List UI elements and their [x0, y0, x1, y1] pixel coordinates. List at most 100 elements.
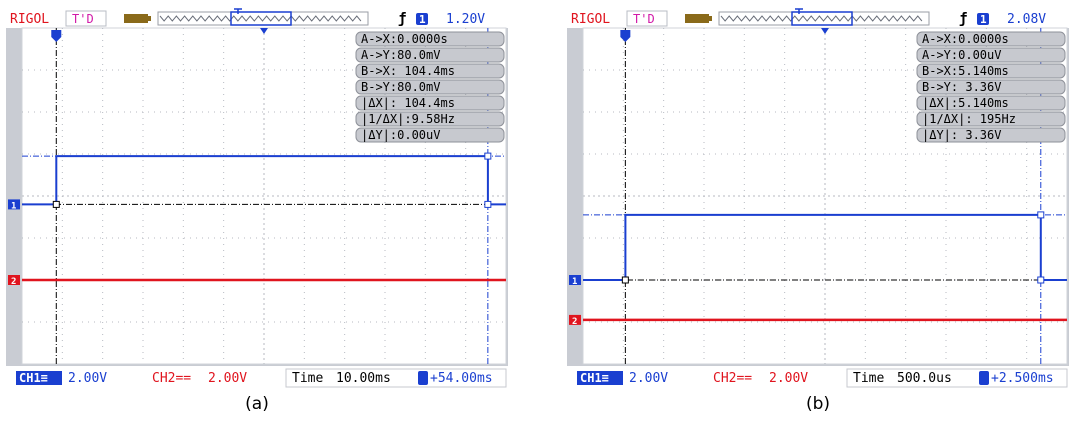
time-label: Time: [853, 371, 884, 386]
ch2-tag: CH2==: [152, 371, 191, 386]
trigger-readout-bg: [933, 10, 1067, 26]
cursor-readout-text: |1/ΔX|:9.58Hz: [361, 112, 455, 126]
cursor-readout-text: A->X:0.0000s: [922, 32, 1009, 46]
ch2-level-number: 2: [11, 277, 16, 287]
ch2-level-number: 2: [572, 317, 577, 327]
status-box: [65, 10, 107, 27]
ch2-level-marker: [569, 314, 581, 325]
cursor-readout-box: [355, 79, 505, 95]
status-box: [626, 10, 668, 27]
cursor-readout-box: [916, 63, 1066, 79]
ch2-scale: 2.00V: [769, 371, 808, 386]
time-scale: 500.0us: [897, 371, 952, 386]
trigger-channel-badge: [416, 13, 428, 25]
cursor-readout-text: |ΔY|: 3.36V: [922, 128, 1001, 142]
cursor-readout-box: [916, 95, 1066, 111]
cursor-readout-text: |ΔX|:5.140ms: [922, 96, 1009, 110]
panel-label-a: (a): [245, 394, 269, 414]
ch1-tag: CH1≡: [19, 371, 48, 385]
cursor-readout-box: [355, 95, 505, 111]
memory-viewport: [230, 11, 292, 26]
memory-viewport: [791, 11, 853, 26]
cursor-readout-text: B->Y: 3.36V: [922, 80, 1001, 94]
cursor-b-marker: [484, 200, 492, 208]
ch1-tag-bg: [577, 371, 623, 385]
trigger-edge-icon: ƒ: [959, 11, 967, 27]
timebase-box: [846, 368, 1068, 388]
trigger-channel-number: 1: [980, 13, 987, 26]
trigger-channel-number: 1: [419, 13, 426, 26]
ch1-level-marker: [8, 199, 20, 210]
cursor-b-marker: [1037, 276, 1045, 284]
ch2-level-marker: [8, 275, 20, 285]
trigger-pos-t-icon: [234, 8, 242, 14]
oscilloscope-screen-b: RIGOL T'D ƒ 1 2.08V 1 2 A->X:0.0000s A->Y:0.00uV…: [567, 8, 1069, 390]
cursor-readout-box: [355, 63, 505, 79]
time-label: Time: [292, 371, 323, 386]
timebase-box: [285, 368, 507, 388]
cursor-readout-box: [355, 127, 505, 143]
trigger-level-text: 2.08V: [1007, 12, 1046, 27]
memory-waveform-icon: [159, 15, 362, 22]
brand-label: RIGOL: [10, 12, 49, 27]
cursor-b-level-marker: [1037, 211, 1045, 219]
cursor-readout-text: |1/ΔX|: 195Hz: [922, 112, 1016, 126]
trigger-readout-bg: [372, 10, 506, 26]
cursor-readout-box: [355, 111, 505, 127]
trigger-offset-icon: [418, 371, 428, 385]
cursor-a-top-marker: [620, 30, 631, 42]
memory-bar-tip-icon: [709, 16, 712, 21]
trigger-position-marker: [260, 28, 268, 34]
memory-bar-tip-icon: [148, 16, 151, 21]
cursor-readout-text: B->X:5.140ms: [922, 64, 1009, 78]
trigger-position-marker: [821, 28, 829, 34]
cursor-b-level-marker: [484, 152, 492, 160]
ch2-tag: CH2==: [713, 371, 752, 386]
ch1-tag: CH1≡: [580, 371, 609, 385]
memory-window: [718, 11, 930, 26]
cursor-a-top-marker: [51, 30, 62, 42]
panel-label-b: (b): [805, 394, 831, 414]
memory-bar-icon: [685, 14, 709, 23]
ch1-waveform: [583, 213, 1067, 281]
status-text: T'D: [72, 12, 94, 26]
ch2-scale: 2.00V: [208, 371, 247, 386]
scope-svg: RIGOL T'D ƒ 1 2.08V12A->X:0.0000sA->Y:0.00uV…: [567, 8, 1069, 390]
ch1-scale: 2.00V: [68, 371, 107, 386]
cursor-readout-box: [916, 47, 1066, 63]
ch1-scale: 2.00V: [629, 371, 668, 386]
ch1-tag-bg: [16, 371, 62, 385]
cursor-readout-box: [355, 31, 505, 47]
memory-bar-icon: [124, 14, 148, 23]
scope-svg: RIGOL T'D ƒ 1 1.20V12A->X:0.0000sA->Y:80.0mV…: [6, 8, 508, 390]
trigger-offset-icon: [979, 371, 989, 385]
cursor-readout-box: [916, 31, 1066, 47]
cursor-readout-text: A->Y:0.00uV: [922, 48, 1001, 62]
cursor-readout-text: |ΔY|:0.00uV: [361, 128, 440, 142]
cursor-readout-text: B->Y:80.0mV: [361, 80, 440, 94]
cursor-readout-box: [355, 47, 505, 63]
cursor-readout-text: B->X: 104.4ms: [361, 64, 455, 78]
cursor-readout-text: A->Y:80.0mV: [361, 48, 440, 62]
trigger-level-text: 1.20V: [446, 12, 485, 27]
time-scale: 10.00ms: [336, 371, 391, 386]
oscilloscope-screen-a: RIGOL T'D ƒ 1 1.20V 1 2 A->X:0.0000s A->Y:80.0mV…: [6, 8, 508, 390]
ch1-level-number: 1: [11, 201, 16, 211]
cursor-a-marker: [621, 276, 629, 284]
cursor-readout-text: |ΔX|: 104.4ms: [361, 96, 455, 110]
status-text: T'D: [633, 12, 655, 26]
cursor-readout-box: [916, 127, 1066, 143]
ch1-level-marker: [569, 275, 581, 285]
trigger-offset: +2.500ms: [991, 371, 1054, 386]
cursor-readout-box: [916, 79, 1066, 95]
memory-window: [157, 11, 369, 26]
trigger-channel-badge: [977, 13, 989, 25]
trigger-offset: +54.00ms: [430, 371, 493, 386]
brand-label: RIGOL: [571, 12, 610, 27]
cursor-readout-text: A->X:0.0000s: [361, 32, 448, 46]
cursor-a-marker: [52, 200, 60, 208]
trigger-pos-t-icon: [795, 8, 803, 14]
memory-waveform-icon: [720, 15, 923, 22]
ch1-level-number: 1: [572, 277, 577, 287]
cursor-readout-box: [916, 111, 1066, 127]
